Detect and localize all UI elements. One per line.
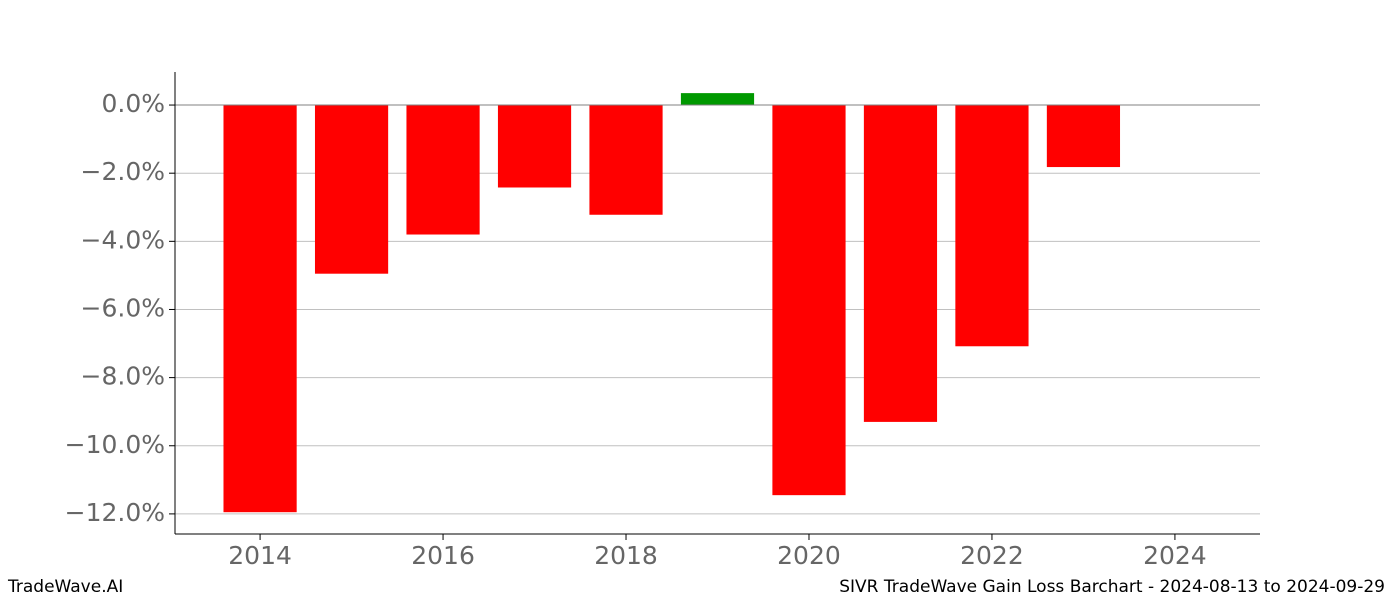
x-tick-label: 2020: [777, 541, 841, 570]
bar: [589, 105, 663, 215]
bar: [314, 105, 389, 274]
y-tick-label: −4.0%: [81, 225, 165, 254]
y-tick-label: 0.0%: [101, 89, 165, 118]
bar: [223, 105, 297, 513]
bar: [406, 105, 480, 235]
bar: [955, 105, 1029, 347]
bar: [863, 105, 938, 422]
x-tick-label: 2018: [594, 541, 658, 570]
y-tick-label: −12.0%: [65, 498, 165, 527]
x-tick-label: 2022: [960, 541, 1024, 570]
y-tick-label: −2.0%: [81, 157, 165, 186]
x-tick-label: 2016: [411, 541, 475, 570]
bar: [680, 93, 755, 106]
bar: [1046, 105, 1121, 168]
x-tick-label: 2014: [228, 541, 292, 570]
footer-left: TradeWave.AI: [7, 577, 123, 597]
y-tick-label: −10.0%: [65, 430, 165, 459]
y-tick-label: −6.0%: [81, 293, 165, 322]
y-tick-label: −8.0%: [81, 362, 165, 391]
x-tick-label: 2024: [1143, 541, 1207, 570]
bar: [772, 105, 846, 496]
footer-right: SIVR TradeWave Gain Loss Barchart - 2024…: [839, 577, 1385, 597]
bar: [497, 105, 572, 188]
